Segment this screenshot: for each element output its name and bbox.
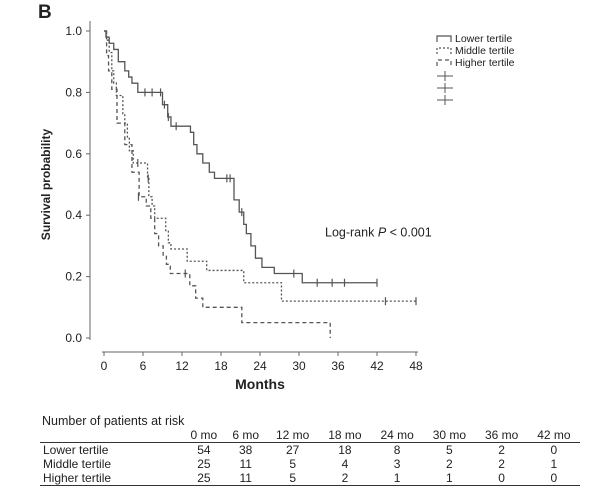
risk-cell: 8	[393, 443, 401, 457]
y-axis-label: Survival probability	[39, 128, 53, 240]
risk-col-header: 30 mo	[432, 428, 467, 442]
risk-header-blank	[40, 428, 183, 443]
x-tick-label: 36	[331, 359, 345, 373]
risk-cell: 27	[286, 443, 300, 457]
km-chart: 0.0 0.2 0.4 0.6 0.8 1.0 0 6 12 18 24 30 36 42 48 Months…	[39, 21, 515, 392]
risk-cell: 2	[341, 471, 349, 485]
logrank-annotation: Log-rank P < 0.001	[325, 226, 432, 240]
km-curve-2	[104, 30, 331, 338]
risk-cell: 0	[498, 471, 505, 485]
risk-row-label: Middle tertile	[43, 457, 112, 471]
x-tick-label: 30	[292, 359, 306, 373]
risk-col-header: 18 mo	[328, 428, 362, 442]
risk-cell: 38	[238, 443, 253, 457]
km-curve-1	[104, 30, 416, 302]
risk-cell: 3	[393, 457, 401, 471]
legend-swatch	[436, 59, 452, 66]
risk-cell: 0	[550, 471, 558, 485]
risk-cell: 11	[239, 471, 252, 485]
risk-row-lower: Lower tertile 54 38 27 18 8 5 2 0	[40, 443, 580, 457]
risk-col-header: 24 mo	[380, 428, 414, 442]
legend-swatch	[436, 35, 452, 42]
risk-cell: 25	[197, 471, 211, 485]
x-tick-label: 48	[409, 359, 423, 373]
panel-label: B	[38, 2, 52, 23]
y-tick-label: 0.2	[65, 270, 82, 284]
risk-table-grid: 0 mo 6 mo 12 mo 18 mo 24 mo 30 mo 36 mo …	[40, 428, 580, 486]
risk-cell: 18	[338, 443, 352, 457]
x-tick-label: 0	[101, 359, 108, 373]
x-axis-label: Months	[235, 376, 285, 392]
risk-cell: 11	[239, 457, 252, 471]
risk-col-header: 0 mo	[190, 428, 218, 442]
risk-cell: 2	[498, 443, 505, 457]
y-tick-label: 0.8	[65, 85, 82, 99]
y-tick-label: 1.0	[65, 24, 82, 38]
legend-label: Lower tertile	[455, 33, 512, 45]
x-tick-label: 6	[140, 359, 147, 373]
risk-cell: 25	[197, 457, 211, 471]
risk-cell: 1	[393, 471, 401, 485]
risk-row-label: Higher tertile	[43, 471, 112, 485]
risk-cell: 2	[498, 457, 505, 471]
x-tick-label: 12	[175, 359, 189, 373]
y-tick-label: 0.4	[65, 208, 82, 222]
x-tick-label: 18	[214, 359, 228, 373]
risk-row-label: Lower tertile	[43, 443, 109, 457]
legend-swatch	[436, 47, 452, 54]
legend-label: Middle tertile	[455, 45, 515, 57]
km-curve-0	[104, 30, 377, 284]
risk-col-header: 42 mo	[537, 428, 571, 442]
risk-cell: 5	[289, 471, 297, 485]
risk-row-higher: Higher tertile 25 11 5 2 1 1 0 0	[40, 471, 580, 486]
risk-row-middle: Middle tertile 25 11 5 4 3 2 2 1	[40, 457, 580, 471]
risk-cell: 1	[550, 457, 558, 471]
risk-header-row: 0 mo 6 mo 12 mo 18 mo 24 mo 30 mo 36 mo …	[40, 428, 580, 443]
risk-col-header: 6 mo	[232, 428, 260, 442]
risk-cell: 5	[446, 443, 453, 457]
risk-cell: 2	[446, 457, 453, 471]
y-tick-label: 0.0	[65, 331, 82, 345]
risk-col-header: 12 mo	[276, 428, 310, 442]
risk-col-header: 36 mo	[484, 428, 519, 442]
legend-label: Higher tertile	[455, 57, 515, 69]
x-tick-label: 24	[253, 359, 267, 373]
risk-cell: 4	[341, 457, 349, 471]
y-tick-label: 0.6	[65, 147, 82, 161]
risk-cell: 0	[550, 443, 558, 457]
risk-cell: 54	[197, 443, 211, 457]
risk-table-title: Number of patients at risk	[42, 414, 185, 428]
x-tick-label: 42	[370, 359, 384, 373]
risk-cell: 1	[446, 471, 453, 485]
risk-cell: 5	[289, 457, 297, 471]
